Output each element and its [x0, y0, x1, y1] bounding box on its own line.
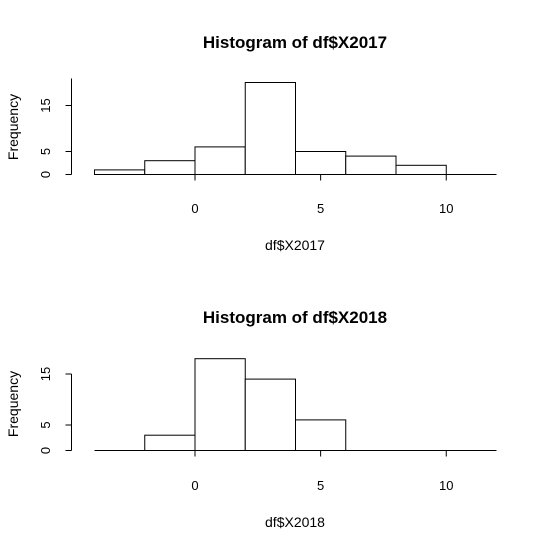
x-tick-label-1: 5: [317, 478, 324, 493]
x-tick-label-0: 0: [191, 478, 198, 493]
bar-0: [94, 169, 146, 175]
y-axis: 0 5 15: [38, 367, 72, 454]
y-axis: 0 5 15: [38, 78, 72, 178]
y-tick-label-2: 15: [38, 367, 53, 381]
bar-6: [395, 164, 447, 176]
y-tick-label-2: 15: [38, 98, 53, 112]
x-tick-label-2: 10: [439, 201, 453, 216]
bars: [144, 358, 347, 452]
y-axis-label: Frequency: [5, 371, 21, 437]
y-tick-label-1: 5: [38, 148, 53, 155]
bar-0: [144, 434, 196, 452]
x-axis: 0 5 10: [94, 174, 497, 216]
y-axis-label: Frequency: [5, 94, 21, 160]
x-axis-label: df$X2018: [265, 514, 325, 530]
y-tick-label-1: 5: [38, 421, 53, 428]
chart-title: Histogram of df$X2018: [203, 308, 387, 327]
chart-title: Histogram of df$X2017: [203, 33, 387, 52]
x-tick-label-2: 10: [439, 478, 453, 493]
x-axis: 0 5 10: [94, 450, 497, 493]
bar-2: [194, 146, 246, 175]
y-tick-label-0: 0: [38, 171, 53, 178]
bar-4: [295, 151, 347, 175]
x-axis-label: df$X2017: [265, 237, 325, 253]
bars: [94, 82, 447, 176]
histogram-panel-2017: Histogram of df$X2017 df$X2017 Frequency…: [5, 33, 497, 253]
x-tick-label-1: 5: [317, 201, 324, 216]
y-tick-label-0: 0: [38, 447, 53, 454]
bar-2: [244, 378, 296, 452]
bar-3: [244, 82, 296, 175]
bar-1: [144, 160, 196, 175]
bar-3: [295, 419, 347, 451]
bar-1: [194, 358, 246, 452]
x-tick-label-0: 0: [191, 201, 198, 216]
histogram-panel-2018: Histogram of df$X2018 df$X2018 Frequency…: [5, 308, 497, 530]
bar-5: [345, 155, 397, 176]
